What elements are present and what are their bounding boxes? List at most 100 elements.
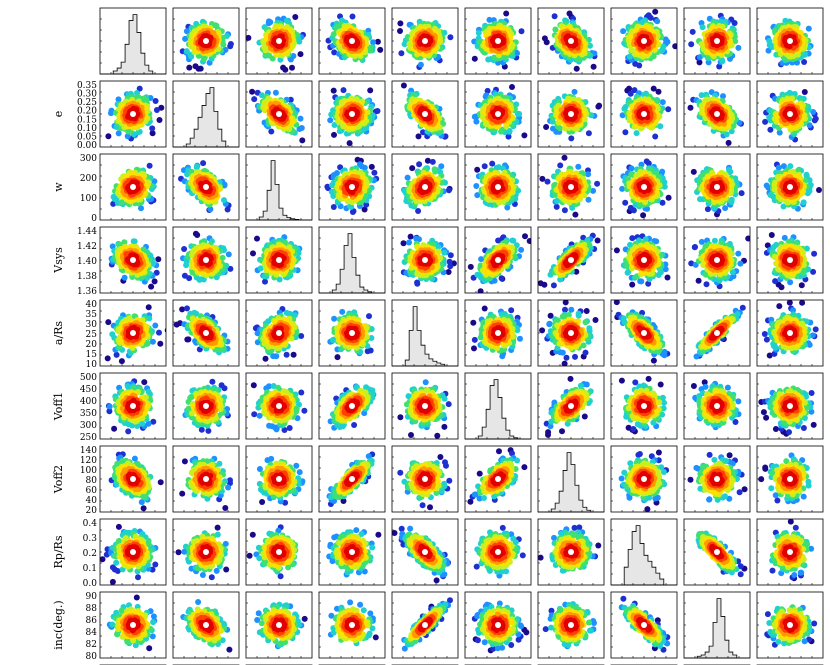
scatter-point — [246, 34, 252, 41]
scatter-points — [687, 89, 744, 146]
scatter-point — [720, 93, 726, 100]
scatter-center — [568, 111, 574, 117]
scatter-point — [652, 8, 659, 15]
scatter-point — [794, 59, 800, 66]
scatter-point — [491, 54, 498, 61]
scatter-points — [249, 88, 306, 144]
scatter-point — [550, 125, 556, 132]
scatter-center — [495, 111, 501, 117]
scatter-point — [672, 43, 677, 50]
scatter-point — [331, 122, 338, 128]
scatter-point — [156, 117, 163, 123]
scatter-point — [627, 90, 634, 97]
scatter-points — [471, 84, 528, 140]
scatter-point — [652, 133, 659, 140]
panel-0-6 — [537, 7, 605, 75]
scatter-point — [557, 125, 563, 132]
scatter-point — [349, 13, 356, 20]
scatter-point — [327, 117, 334, 124]
scatter-point — [518, 28, 525, 35]
scatter-point — [543, 124, 550, 130]
scatter-points — [397, 18, 454, 70]
scatter-point — [810, 109, 817, 115]
scatter-point — [506, 128, 513, 134]
scatter-point — [249, 88, 256, 95]
scatter-point — [689, 28, 696, 35]
scatter-point — [367, 87, 374, 94]
scatter-center — [422, 111, 428, 117]
scatter-point — [471, 55, 478, 62]
scatter-point — [762, 118, 769, 125]
scatter-point — [340, 87, 347, 94]
scatter-point — [289, 64, 295, 71]
scatter-points — [327, 87, 381, 147]
panel-1-1 — [172, 80, 240, 148]
scatter-center — [203, 38, 209, 44]
scatter-point — [647, 14, 654, 21]
scatter-point — [192, 63, 199, 70]
scatter-point — [665, 106, 672, 113]
scatter-point — [509, 84, 515, 90]
panel-0-2 — [245, 7, 313, 75]
scatter-point — [767, 126, 774, 133]
scatter-point — [732, 38, 739, 45]
histogram-K — [112, 14, 154, 75]
scatter-points — [471, 10, 525, 70]
scatter-points — [400, 82, 449, 140]
scatter-point — [482, 93, 489, 100]
scatter-point — [776, 129, 783, 136]
panel-1-2 — [245, 80, 313, 148]
scatter-point — [659, 99, 666, 106]
panel-0-0 — [99, 7, 167, 75]
scatter-point — [806, 122, 813, 129]
scatter-point — [115, 96, 122, 103]
panel-1-7 — [610, 80, 678, 148]
panel-1-6 — [537, 80, 605, 148]
scatter-point — [186, 64, 193, 71]
scatter-point — [655, 88, 662, 95]
scatter-point — [484, 87, 491, 94]
scatter-points — [762, 89, 819, 143]
scatter-point — [696, 59, 703, 66]
scatter-point — [631, 87, 638, 94]
scatter-point — [331, 49, 338, 56]
scatter-points — [105, 85, 165, 142]
scatter-point — [639, 19, 646, 26]
scatter-point — [299, 137, 306, 144]
scatter-point — [475, 30, 482, 36]
scatter-point — [735, 44, 742, 51]
panel-1-8 — [683, 80, 751, 148]
scatter-point — [266, 52, 273, 59]
scatter-point — [377, 46, 384, 53]
scatter-points — [688, 12, 742, 70]
panel-0-7 — [610, 7, 678, 75]
scatter-point — [272, 89, 279, 96]
scatter-point — [769, 44, 775, 51]
scatter-point — [632, 60, 639, 67]
scatter-point — [370, 39, 377, 46]
panel-1-3 — [318, 80, 386, 148]
scatter-point — [723, 131, 730, 138]
scatter-point — [551, 13, 558, 20]
scatter-center — [568, 38, 574, 44]
scatter-points — [765, 17, 814, 68]
scatter-point — [568, 135, 575, 142]
histogram-e — [185, 87, 227, 148]
scatter-point — [397, 20, 404, 27]
scatter-points — [246, 14, 306, 73]
scatter-point — [115, 130, 122, 137]
scatter-point — [688, 41, 695, 48]
scatter-point — [280, 64, 287, 71]
scatter-point — [626, 53, 633, 60]
scatter-point — [473, 118, 480, 125]
scatter-point — [374, 38, 381, 45]
scatter-center — [714, 38, 720, 44]
scatter-center — [422, 38, 428, 44]
scatter-point — [731, 20, 738, 26]
scatter-point — [149, 125, 156, 132]
scatter-point — [331, 131, 337, 138]
scatter-point — [105, 133, 112, 140]
scatter-point — [801, 89, 808, 95]
scatter-center — [641, 38, 647, 44]
